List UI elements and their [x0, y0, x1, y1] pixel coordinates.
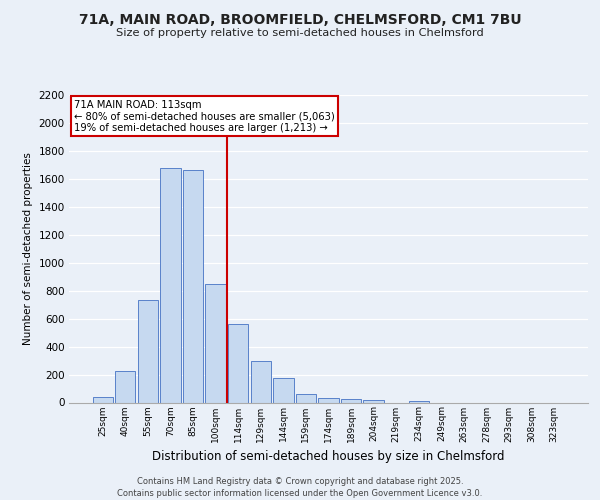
Bar — [205, 284, 226, 403]
Text: Contains HM Land Registry data © Crown copyright and database right 2025.
Contai: Contains HM Land Registry data © Crown c… — [118, 476, 482, 498]
Bar — [138, 300, 158, 402]
Bar — [409, 401, 429, 402]
Bar — [296, 394, 316, 402]
Text: Size of property relative to semi-detached houses in Chelmsford: Size of property relative to semi-detach… — [116, 28, 484, 38]
Bar — [273, 378, 293, 402]
Bar — [115, 371, 136, 402]
Bar — [160, 168, 181, 402]
Bar — [183, 170, 203, 402]
Y-axis label: Number of semi-detached properties: Number of semi-detached properties — [23, 152, 33, 345]
Text: 71A, MAIN ROAD, BROOMFIELD, CHELMSFORD, CM1 7BU: 71A, MAIN ROAD, BROOMFIELD, CHELMSFORD, … — [79, 12, 521, 26]
Bar — [319, 398, 338, 402]
Text: 71A MAIN ROAD: 113sqm
← 80% of semi-detached houses are smaller (5,063)
19% of s: 71A MAIN ROAD: 113sqm ← 80% of semi-deta… — [74, 100, 335, 133]
X-axis label: Distribution of semi-detached houses by size in Chelmsford: Distribution of semi-detached houses by … — [152, 450, 505, 463]
Bar — [92, 397, 113, 402]
Bar — [251, 362, 271, 403]
Bar — [364, 400, 384, 402]
Bar — [228, 324, 248, 402]
Bar — [341, 400, 361, 402]
